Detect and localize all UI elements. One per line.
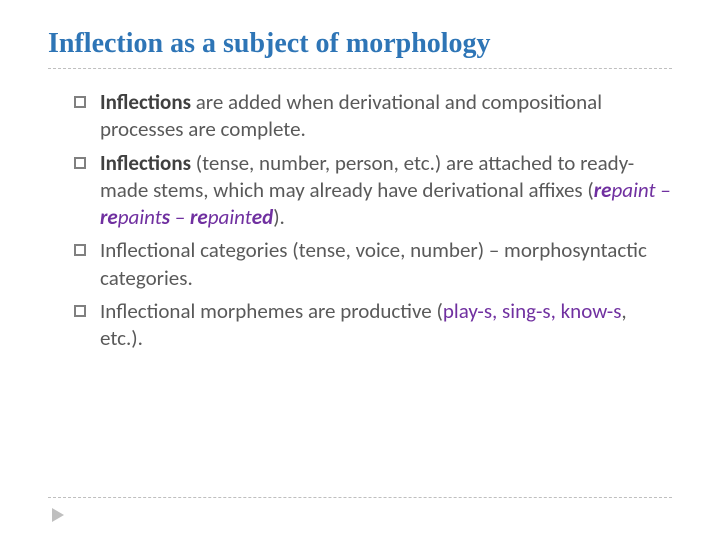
bullet-4-pre: Inflectional morphemes are productive ( <box>100 298 443 324</box>
slide-title: Inflection as a subject of morphology <box>48 28 672 69</box>
separator-2: – <box>170 204 190 230</box>
bullet-4-examples: play-s, sing-s, know-s <box>443 298 622 324</box>
separator-1: – <box>656 177 671 203</box>
content-area: Inflections are added when derivational … <box>48 89 672 353</box>
footer-divider <box>48 497 672 498</box>
bullet-marker-icon <box>74 305 86 317</box>
bullet-2-example-2: repaints <box>100 204 170 230</box>
bullet-marker-icon <box>74 244 86 256</box>
bullet-4-text: Inflectional morphemes are productive (p… <box>100 298 672 353</box>
bullet-2-bold: Inflections <box>100 150 191 176</box>
bullet-marker-icon <box>74 157 86 169</box>
bullet-2-close: ). <box>273 204 285 230</box>
slide: Inflection as a subject of morphology In… <box>0 0 720 540</box>
arrow-right-icon <box>52 508 64 522</box>
bullet-1: Inflections are added when derivational … <box>74 89 672 144</box>
bullet-marker-icon <box>74 96 86 108</box>
bullet-1-text: Inflections are added when derivational … <box>100 89 672 144</box>
bullet-4: Inflectional morphemes are productive (p… <box>74 298 672 353</box>
bullet-3-text: Inflectional categories (tense, voice, n… <box>100 237 672 292</box>
bullet-2-example-1: repaint <box>594 177 656 203</box>
bullet-2-example-3: repainted <box>190 204 273 230</box>
bullet-2: Inflections (tense, number, person, etc.… <box>74 150 672 232</box>
bullet-3: Inflectional categories (tense, voice, n… <box>74 237 672 292</box>
bullet-1-bold: Inflections <box>100 89 191 115</box>
bullet-2-text: Inflections (tense, number, person, etc.… <box>100 150 672 232</box>
